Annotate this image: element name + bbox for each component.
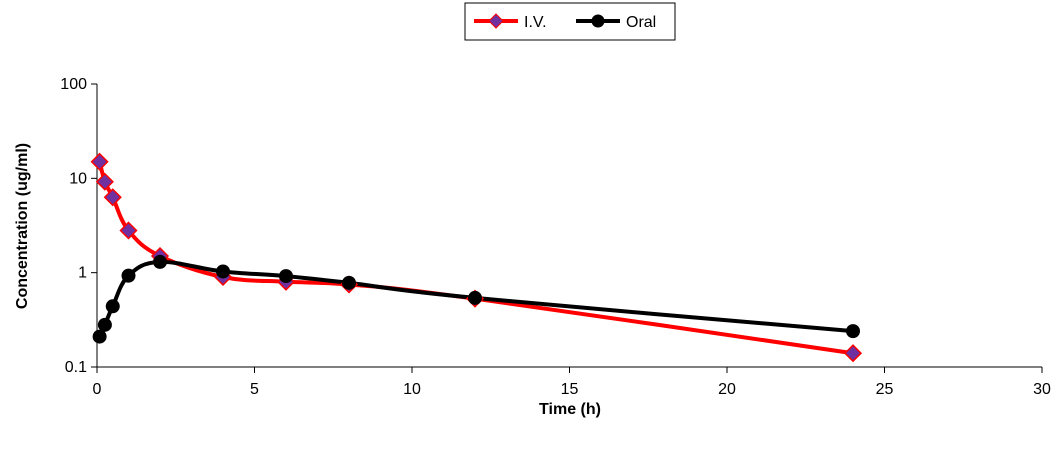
x-tick-label: 25 — [876, 381, 894, 398]
legend-oral-label: Oral — [626, 14, 656, 31]
y-tick-label: 10 — [69, 170, 87, 187]
x-tick-label: 15 — [561, 381, 579, 398]
y-tick-label: 100 — [60, 76, 87, 93]
legend-iv-label: I.V. — [524, 14, 547, 31]
x-axis-title: Time (h) — [539, 401, 601, 418]
y-ticks: 0.1 1 10 100 — [60, 76, 97, 376]
legend: I.V. Oral — [465, 3, 675, 40]
data-point-oral — [468, 291, 482, 305]
axes — [97, 84, 1042, 367]
data-point-oral — [98, 318, 112, 332]
y-tick-label: 0.1 — [65, 359, 87, 376]
x-ticks: 0 5 10 15 20 25 30 — [93, 367, 1051, 398]
data-point-oral — [342, 276, 356, 290]
y-tick-label: 1 — [78, 265, 87, 282]
series-line-iv — [100, 162, 853, 353]
series-layer — [92, 154, 861, 361]
legend-oral-marker — [592, 15, 605, 28]
x-tick-label: 30 — [1033, 381, 1051, 398]
x-tick-label: 5 — [250, 381, 259, 398]
data-point-oral — [122, 269, 136, 283]
y-axis-title: Concentration (ug/ml) — [14, 143, 31, 309]
data-point-oral — [846, 324, 860, 338]
data-point-oral — [153, 255, 167, 269]
data-point-iv — [845, 345, 861, 361]
x-tick-label: 0 — [93, 381, 102, 398]
x-tick-label: 20 — [718, 381, 736, 398]
data-point-iv — [92, 154, 108, 170]
data-point-oral — [106, 299, 120, 313]
data-point-oral — [279, 269, 293, 283]
data-point-iv — [105, 189, 121, 205]
data-point-iv — [97, 174, 113, 190]
x-tick-label: 10 — [403, 381, 421, 398]
data-point-oral — [216, 264, 230, 278]
